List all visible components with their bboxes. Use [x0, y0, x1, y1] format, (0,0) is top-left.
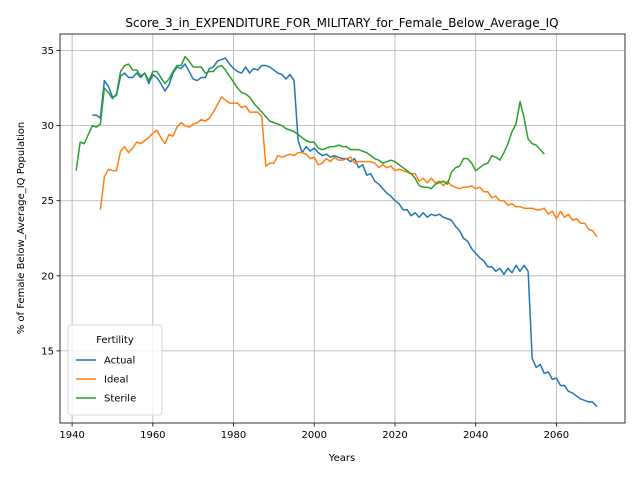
y-tick-label: 15	[41, 346, 54, 357]
x-tick-label: 2060	[544, 430, 569, 441]
x-axis-title: Years	[328, 453, 355, 464]
x-tick-label: 2000	[302, 430, 327, 441]
x-tick-label: 1940	[59, 430, 84, 441]
x-tick-label: 1980	[221, 430, 246, 441]
y-tick-label: 35	[41, 46, 54, 57]
legend-label-actual: Actual	[104, 356, 135, 367]
y-tick-label: 30	[41, 121, 54, 132]
x-tick-label: 2020	[382, 430, 407, 441]
chart-title: Score_3_in_EXPENDITURE_FOR_MILITARY_for_…	[125, 16, 558, 30]
x-tick-label: 1960	[140, 430, 165, 441]
y-axis-title: % of Female Below_Average_IQ Population	[16, 122, 27, 335]
x-tick-label: 2040	[463, 430, 488, 441]
legend-title: Fertility	[96, 335, 134, 346]
y-tick-label: 25	[41, 196, 54, 207]
legend-label-ideal: Ideal	[104, 375, 128, 386]
y-tick-label: 20	[41, 271, 54, 282]
legend: Fertility Actual Ideal Sterile	[68, 325, 162, 415]
legend-label-sterile: Sterile	[104, 394, 136, 405]
